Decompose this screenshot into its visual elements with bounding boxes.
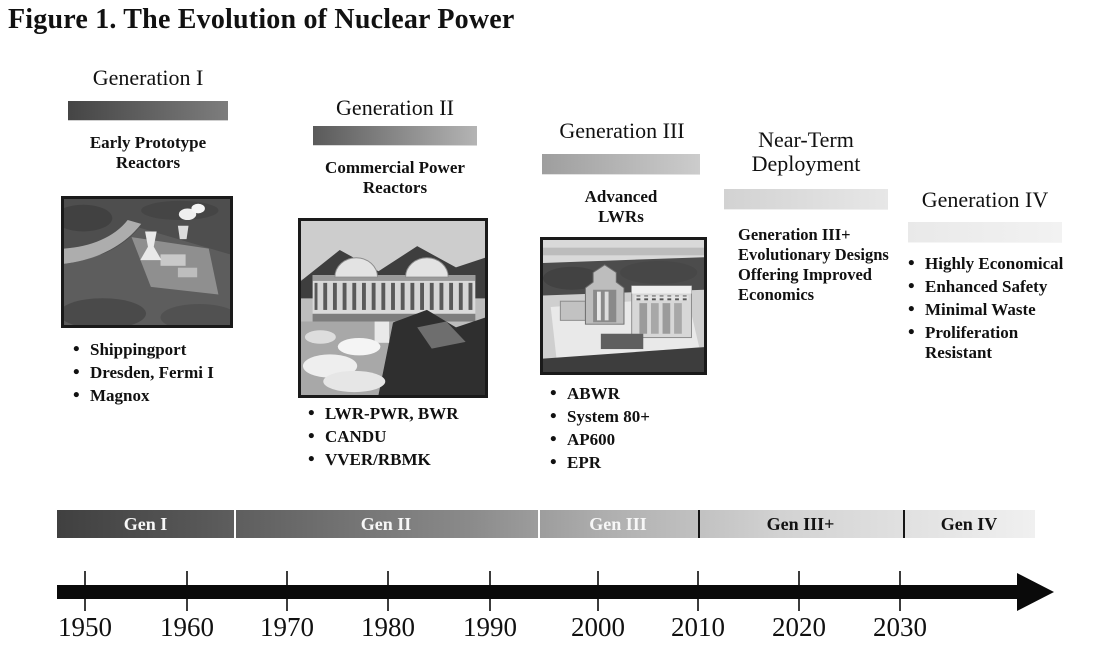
segment-divider [538,510,540,538]
bullet-item: System 80+ [550,406,710,428]
gen4-gradient-bar [908,222,1062,243]
timeline-arrow-shaft [57,585,1019,599]
timeline-arrowhead-icon [1017,573,1054,611]
gen2-bullet-list: LWR-PWR, BWR CANDU VVER/RBMK [308,403,498,473]
near-term-gradient-bar [724,189,888,210]
timeline-segment-gen2: Gen II [360,514,412,534]
timeline-segment-gen4: Gen IV [940,514,998,534]
axis-year-label: 2010 [671,612,725,642]
gen1-gradient-bar [68,101,228,121]
segment-divider [903,510,905,538]
bullet-item: LWR-PWR, BWR [308,403,498,425]
timeline-segment-gen3plus: Gen III+ [766,514,835,534]
gen1-subtitle: Early Prototype Reactors [89,133,207,172]
axis-year-label: 2020 [772,612,826,642]
gen3-header: Generation III [559,118,685,143]
timeline-band: Gen I Gen II Gen III Gen III+ Gen IV [57,510,1035,538]
gen3-bullet-list: ABWR System 80+ AP600 EPR [550,383,710,476]
coastal-plant-illustration [301,221,485,395]
bullet-item: Magnox [73,385,263,407]
segment-divider [234,510,236,538]
gen2-photo [298,218,488,398]
gen2-gradient-bar [313,126,477,146]
axis-year-label: 2000 [571,612,625,642]
timeline-segment-gen1: Gen I [123,514,168,534]
bullet-item: Shippingport [73,339,263,361]
gen4-bullet-list: Highly Economical Enhanced Safety Minima… [908,253,1070,366]
bullet-item: Dresden, Fermi I [73,362,263,384]
axis-year-label: 1990 [463,612,517,642]
axis-year-label: 1960 [160,612,214,642]
aerial-plant-illustration [64,199,230,325]
bullet-item: Highly Economical [908,253,1070,275]
bullet-item: CANDU [308,426,498,448]
bullet-item: Minimal Waste [908,299,1070,321]
bullet-item: Enhanced Safety [908,276,1070,298]
gen1-header: Generation I [92,65,204,90]
segment-divider [698,510,700,538]
axis-year-label: 1980 [361,612,415,642]
gen4-header: Generation IV [921,187,1049,212]
axis-year-label: 1950 [58,612,112,642]
bullet-item: EPR [550,452,710,474]
bullet-item: AP600 [550,429,710,451]
near-term-header: Near-Term Deployment [751,127,861,177]
bullet-item: ABWR [550,383,710,405]
bullet-item: VVER/RBMK [308,449,498,471]
cutaway-plant-illustration [543,240,704,372]
gen1-bullet-list: Shippingport Dresden, Fermi I Magnox [73,339,263,409]
bullet-item: Proliferation Resistant [908,322,1070,363]
gen3-gradient-bar [542,154,700,175]
near-term-description: Generation III+ Evolutionary Designs Off… [738,225,889,305]
gen2-header: Generation II [336,95,454,120]
timeline-segment-gen3: Gen III [589,514,647,534]
axis-year-label: 1970 [260,612,314,642]
axis-year-label: 2030 [873,612,927,642]
gen3-subtitle: Advanced LWRs [584,187,658,226]
gen3-photo [540,237,707,375]
gen2-subtitle: Commercial Power Reactors [325,158,465,197]
gen1-photo [61,196,233,328]
figure-title: Figure 1. The Evolution of Nuclear Power [8,4,515,35]
